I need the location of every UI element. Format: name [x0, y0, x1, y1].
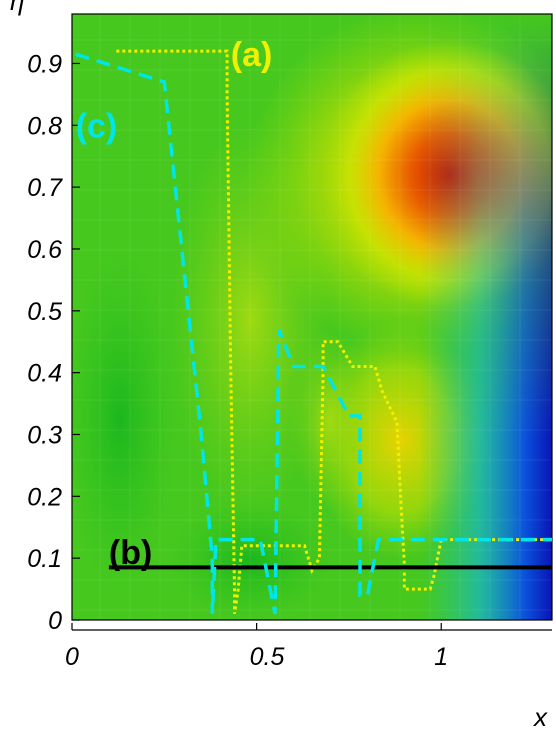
series-line-a [116, 49, 552, 615]
series-label-a: (a) [231, 36, 273, 74]
series-label-c: (c) [76, 107, 118, 145]
ticks: 0 0.5 1 0 0.1 0.2 0.3 0.4 0.5 0.6 0.7 0.8 0.9 [27, 50, 448, 671]
series-line-c [75, 52, 552, 615]
y-tick-label: 0.9 [27, 50, 62, 78]
x-axis-title: x [532, 702, 548, 731]
series-label-b: (b) [109, 534, 152, 572]
y-tick-label: 0.7 [27, 174, 63, 202]
y-axis-title: η [10, 0, 24, 16]
y-tick-label: 0.4 [27, 360, 62, 388]
y-tick-label: 0.8 [27, 112, 62, 140]
plot-frame [71, 13, 553, 621]
y-tick-label: 0 [48, 607, 62, 635]
y-tick-label: 0.6 [27, 236, 62, 264]
x-tick-label: 1 [434, 643, 448, 671]
y-tick-label: 0.1 [27, 545, 62, 573]
y-tick-label: 0.2 [27, 483, 62, 511]
contour-field [72, 14, 552, 620]
y-tick-label: 0.5 [27, 298, 62, 326]
x-tick-label: 0 [65, 643, 79, 671]
series-lines [75, 49, 552, 615]
contour-grid [72, 14, 552, 620]
x-tick-label: 0.5 [250, 643, 285, 671]
series-labels: (a) (b) (c) [76, 36, 273, 572]
y-tick-label: 0.3 [27, 421, 62, 449]
